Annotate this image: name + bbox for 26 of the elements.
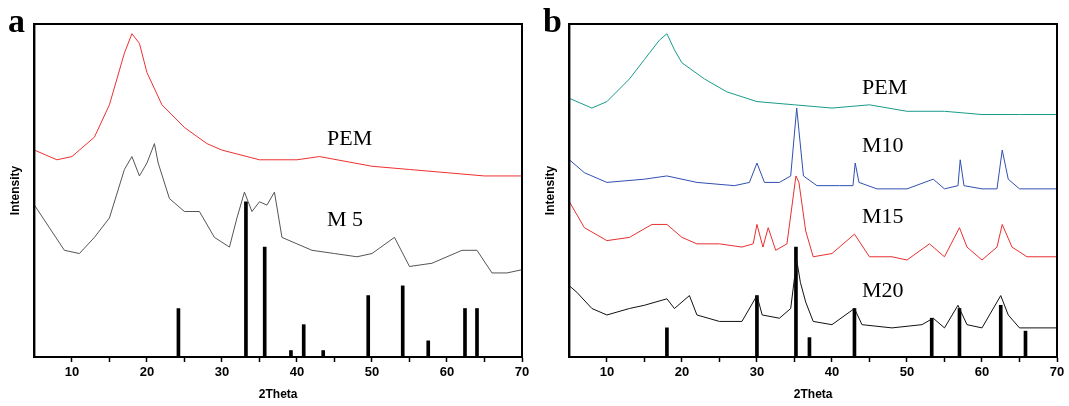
- x-tick-label: 40: [289, 364, 305, 380]
- x-tick-label: 70: [1049, 364, 1065, 380]
- x-tick-label: 40: [824, 364, 840, 380]
- series-label: PEM: [861, 73, 908, 99]
- x-tick-label: 30: [214, 364, 230, 380]
- x-axis-title: 2Theta: [258, 387, 298, 402]
- series-label: M 5: [326, 206, 364, 232]
- x-tick-label: 30: [749, 364, 765, 380]
- series-label: M10: [861, 131, 904, 157]
- series-label: PEM: [326, 125, 373, 151]
- series-label: M20: [861, 277, 904, 303]
- x-tick-label: 20: [674, 364, 690, 380]
- x-tick-label: 70: [514, 364, 530, 380]
- x-tick-label: 60: [439, 364, 455, 380]
- y-axis-title: Intensity: [7, 165, 22, 216]
- chart-title: a: [8, 1, 25, 39]
- x-tick-label: 20: [139, 364, 155, 380]
- x-tick-label: 10: [64, 364, 80, 380]
- chart-title: b: [543, 1, 562, 39]
- x-tick-label: 50: [364, 364, 380, 380]
- x-tick-label: 60: [974, 364, 990, 380]
- series-label: M15: [861, 202, 904, 228]
- y-axis-title: Intensity: [542, 165, 557, 216]
- x-tick-label: 10: [599, 364, 615, 380]
- x-axis-title: 2Theta: [793, 387, 833, 402]
- x-tick-label: 50: [899, 364, 915, 380]
